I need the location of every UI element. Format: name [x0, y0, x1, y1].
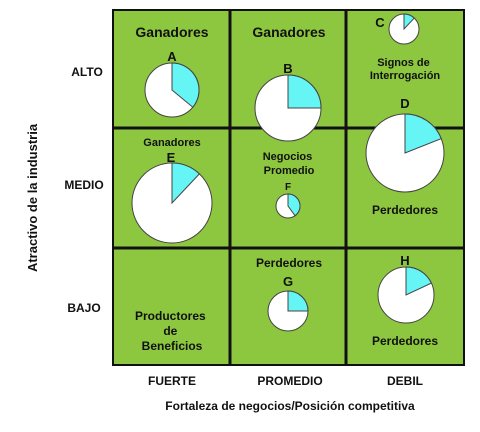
cell-label-medio-promedio: Negocios Promedio	[263, 151, 316, 177]
cell-label-line: Ganadores	[135, 24, 208, 40]
pie-d: D	[365, 96, 445, 193]
pie-e-share	[171, 162, 201, 205]
pie-label-f: F	[285, 182, 291, 193]
col-label-fuerte: FUERTE	[148, 374, 196, 388]
pie-label-g: G	[283, 274, 293, 289]
cell-label-line: Perdedores	[256, 256, 322, 270]
cell-label-line: de	[163, 324, 177, 338]
col-label-promedio: PROMEDIO	[257, 374, 322, 388]
pie-label-c: C	[375, 15, 385, 30]
cell-label-bajo-fuerte: Productores de Beneficios	[135, 309, 209, 353]
pie-c: C	[375, 13, 420, 45]
matrix-border	[112, 9, 465, 366]
pie-f-share	[287, 193, 301, 217]
cell-label-line: Perdedores	[372, 334, 438, 348]
cell-label-alto-promedio: Ganadores	[252, 24, 325, 40]
pie-f: F	[275, 182, 301, 219]
cell-label-alto-fuerte: Ganadores	[135, 24, 208, 40]
cell-label-bajo-promedio: Perdedores	[256, 256, 322, 270]
pie-h-share	[405, 266, 433, 296]
cell-label-line: Signos de	[377, 57, 430, 69]
cell-label-line: Promedio	[264, 165, 315, 177]
pie-c-share	[403, 13, 415, 31]
pie-label-d: D	[400, 96, 409, 111]
cell-label-alto-debil: Signos de Interrogación	[370, 57, 441, 82]
pie-a: A	[144, 49, 200, 118]
row-label-medio: MEDIO	[64, 178, 103, 192]
pie-d-share	[404, 113, 442, 154]
pie-label-h: H	[400, 253, 409, 268]
pie-h: H	[377, 253, 435, 324]
pie-g-share	[287, 290, 309, 312]
cell-label-line: Ganadores	[143, 137, 200, 149]
y-axis-title: Atractivo de la industria	[25, 123, 40, 272]
row-label-alto: ALTO	[71, 65, 103, 79]
pie-label-b: B	[283, 61, 292, 76]
pie-label-a: A	[167, 49, 177, 64]
pie-a-share	[171, 62, 200, 108]
col-label-debil: DEBIL	[387, 374, 423, 388]
row-label-bajo: BAJO	[67, 301, 100, 315]
pie-e: E	[131, 150, 213, 244]
pie-b-share	[287, 74, 322, 109]
pie-g: G	[267, 274, 309, 332]
cell-label-medio-debil: Perdedores	[372, 203, 438, 217]
x-axis-title: Fortaleza de negocios/Posición competiti…	[165, 399, 415, 413]
cell-label-line: Negocios	[263, 151, 313, 163]
cell-label-line: Perdedores	[372, 203, 438, 217]
cell-label-line: Beneficios	[142, 339, 203, 353]
pie-label-e: E	[167, 150, 176, 165]
pie-b: B	[254, 61, 322, 142]
cell-label-line: Productores	[135, 309, 206, 323]
cell-label-bajo-debil: Perdedores	[372, 334, 438, 348]
cell-label-line: Interrogación	[370, 70, 441, 82]
cell-label-line: Ganadores	[252, 24, 325, 40]
cell-label-medio-fuerte: Ganadores	[143, 137, 200, 149]
